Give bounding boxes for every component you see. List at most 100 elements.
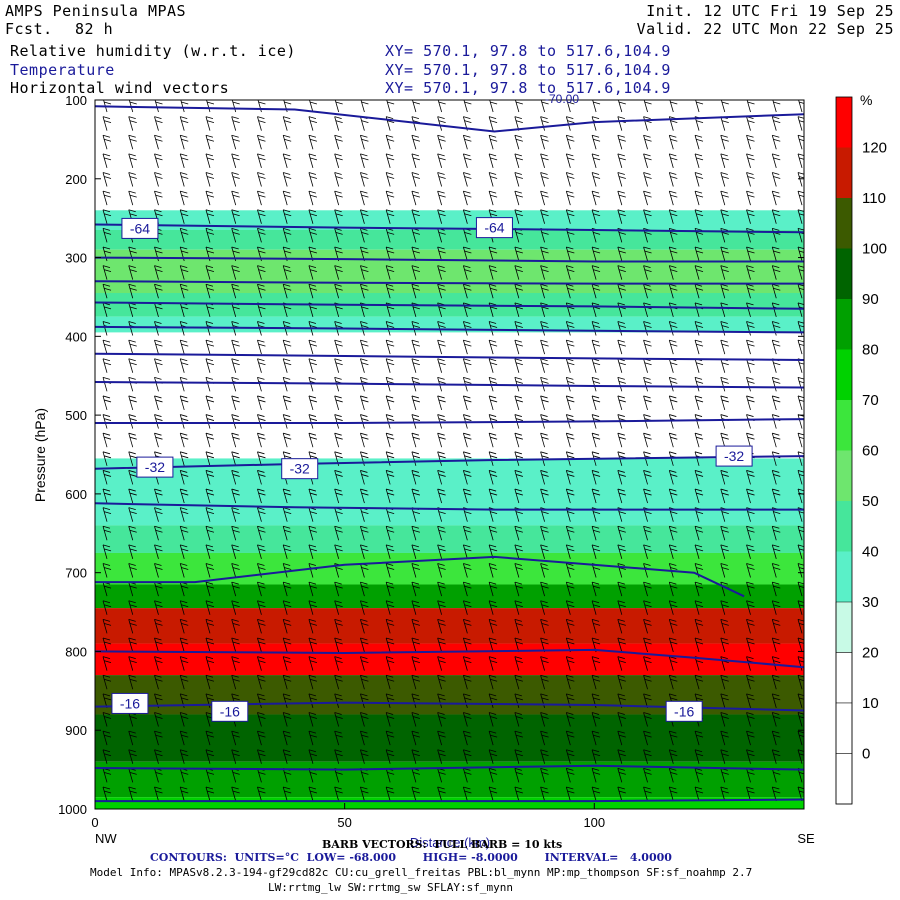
wind-barb-flag — [283, 209, 291, 213]
wind-barb-shaft — [334, 414, 340, 429]
wind-barb-shaft — [720, 470, 726, 485]
wind-barb-flag — [592, 716, 601, 719]
wind-barb-shaft — [360, 693, 365, 709]
wind-barb-flag — [206, 138, 215, 142]
wind-barb-flag — [567, 511, 575, 515]
wind-barb-flag — [231, 507, 239, 511]
wind-barb-flag — [438, 585, 446, 589]
wind-barb-shaft — [565, 582, 571, 597]
wind-barb-flag — [540, 712, 548, 715]
wind-barb-shaft — [771, 731, 777, 746]
wind-barb-flag — [669, 414, 677, 417]
wind-barb-flag — [334, 749, 342, 753]
wind-barb-shaft — [385, 470, 391, 485]
wind-barb-flag — [206, 529, 215, 533]
wind-barb-flag — [515, 641, 523, 645]
wind-barb-flag — [669, 432, 677, 436]
wind-barb-flag — [773, 734, 781, 738]
wind-barb-flag — [592, 176, 601, 179]
wind-barb-flag — [335, 455, 343, 459]
wind-barb-shaft — [694, 786, 700, 802]
wind-barb-shaft — [668, 731, 674, 746]
wind-barb-flag — [720, 786, 728, 790]
wind-barb-flag — [180, 153, 188, 157]
wind-barb-shaft — [411, 656, 417, 671]
wind-barb-shaft — [591, 302, 597, 317]
wind-barb-flag — [231, 395, 239, 399]
wind-barb-flag — [541, 101, 549, 105]
wind-barb-shaft — [102, 600, 108, 615]
wind-barb-shaft — [308, 116, 314, 131]
wind-barb-shaft — [205, 488, 211, 504]
wind-barb-shaft — [334, 190, 340, 206]
wind-barb-flag — [437, 395, 445, 399]
wind-barb-shaft — [694, 135, 700, 150]
wind-barb-flag — [411, 414, 419, 417]
wind-barb-flag — [411, 600, 419, 604]
wind-barb-flag — [618, 287, 626, 291]
wind-barb-flag — [798, 790, 804, 793]
wind-barb-shaft — [308, 209, 314, 224]
wind-barb-flag — [798, 623, 804, 626]
wind-barb-shaft — [205, 414, 211, 429]
wind-barb-flag — [361, 641, 369, 645]
wind-barb-flag — [181, 120, 189, 124]
wind-barb-flag — [747, 380, 755, 384]
wind-barb-flag — [386, 674, 394, 678]
wind-barb-flag — [308, 451, 317, 455]
colorbar-swatch — [836, 147, 852, 198]
wind-barb-flag — [490, 623, 498, 626]
wind-barb-flag — [387, 269, 395, 272]
wind-barb-shaft — [257, 135, 262, 150]
wind-barb-shaft — [720, 246, 726, 262]
wind-barb-flag — [721, 231, 729, 235]
wind-barb-flag — [617, 414, 625, 417]
wind-barb-flag — [721, 511, 729, 515]
wind-barb-flag — [361, 269, 369, 272]
wind-barb-flag — [181, 660, 189, 664]
wind-barb-flag — [257, 265, 265, 268]
wind-barb-shaft — [257, 656, 262, 671]
wind-barb-flag — [541, 567, 549, 570]
wind-barb-flag — [746, 712, 754, 715]
wind-barb-shaft — [591, 675, 597, 690]
wind-barb-flag — [154, 283, 162, 287]
wind-barb-shaft — [385, 731, 391, 746]
wind-barb-flag — [205, 395, 214, 399]
wind-barb-flag — [206, 176, 215, 179]
wind-barb-flag — [515, 585, 523, 589]
wind-barb-flag — [257, 786, 265, 790]
wind-barb-shaft — [771, 600, 777, 615]
wind-barb-flag — [309, 120, 318, 124]
wind-barb-flag — [361, 138, 369, 142]
wind-barb-flag — [644, 771, 652, 775]
wind-barb-flag — [438, 250, 446, 254]
wind-barb-flag — [361, 343, 369, 347]
wind-barb-flag — [567, 436, 575, 440]
wind-barb-flag — [154, 544, 162, 548]
contour-label: -32 — [290, 461, 310, 477]
wind-barb-flag — [103, 343, 112, 347]
wind-barb-flag — [412, 250, 420, 254]
wind-barb-flag — [643, 376, 651, 380]
wind-barb-shaft — [231, 265, 237, 280]
wind-barb-flag — [128, 432, 136, 436]
wind-barb-flag — [437, 693, 445, 697]
y-axis-label: Pressure (hPa) — [32, 408, 48, 502]
wind-barb-flag — [695, 101, 704, 105]
wind-barb-flag — [541, 492, 549, 496]
wind-barb-shaft — [668, 135, 674, 150]
wind-barb-flag — [541, 641, 549, 645]
wind-barb-flag — [567, 790, 575, 794]
wind-barb-shaft — [102, 433, 108, 448]
wind-barb-flag — [129, 771, 137, 775]
wind-barb-flag — [206, 101, 215, 105]
wind-barb-flag — [129, 176, 137, 179]
wind-barb-shaft — [308, 619, 314, 634]
wind-barb-flag — [798, 362, 804, 365]
wind-barb-shaft — [385, 507, 391, 522]
wind-barb-shaft — [462, 693, 468, 709]
wind-barb-flag — [489, 172, 497, 175]
wind-barb-flag — [411, 637, 419, 641]
